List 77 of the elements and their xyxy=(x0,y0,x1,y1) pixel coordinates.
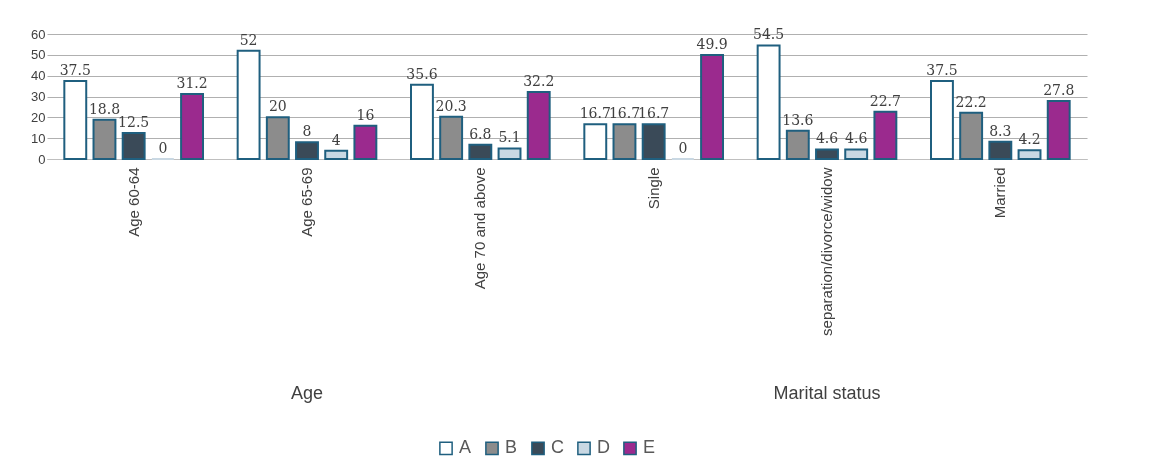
bar xyxy=(63,79,88,160)
data-label: 16.7 xyxy=(579,105,611,122)
legend-label: C xyxy=(551,437,564,458)
bar xyxy=(612,123,637,160)
data-label: 8.3 xyxy=(989,122,1012,139)
y-tick-label: 60 xyxy=(31,26,46,42)
bar xyxy=(1017,149,1042,160)
x-tick-label: separation/divorce/widow xyxy=(818,167,835,336)
bar xyxy=(844,148,869,160)
data-label: 31.2 xyxy=(176,75,208,91)
bar xyxy=(439,115,464,160)
bar xyxy=(295,141,319,160)
data-label: 13.6 xyxy=(782,111,814,128)
data-label: 20.3 xyxy=(435,97,467,114)
data-label: 32.2 xyxy=(523,72,555,89)
bar xyxy=(873,110,898,160)
bar xyxy=(353,124,378,160)
data-label: 5.1 xyxy=(498,129,521,146)
x-tick-label: Single xyxy=(644,167,662,210)
y-tick-label: 0 xyxy=(38,151,46,167)
data-label: 6.8 xyxy=(469,125,492,142)
text: Marital status xyxy=(773,383,881,403)
data-label: 18.8 xyxy=(88,100,121,117)
data-label: 12.5 xyxy=(118,113,150,130)
legend-label: B xyxy=(505,437,518,458)
bar xyxy=(180,93,204,160)
y-tick-label: 50 xyxy=(31,47,46,63)
bar xyxy=(410,83,434,160)
y-tick-label: 10 xyxy=(31,130,46,146)
bar xyxy=(468,143,493,160)
legend-label: D xyxy=(597,437,610,458)
data-label: 22.7 xyxy=(869,92,901,109)
data-label: 8 xyxy=(302,123,312,140)
bar xyxy=(236,49,261,160)
bar xyxy=(324,149,349,160)
data-label: 4.6 xyxy=(845,130,868,147)
data-label: 22.2 xyxy=(955,93,987,110)
data-label: 20 xyxy=(268,98,287,115)
bar xyxy=(700,54,724,160)
data-label: 37.5 xyxy=(926,61,958,78)
x-tick-label: Age 60-64 xyxy=(124,167,142,237)
bar xyxy=(583,123,608,160)
x-tick-label: Age 65-69 xyxy=(298,167,315,237)
bar xyxy=(815,148,839,160)
legend-label: A xyxy=(459,437,472,458)
bar xyxy=(497,147,522,160)
bar xyxy=(785,129,810,160)
data-label: 49.9 xyxy=(696,36,728,53)
bar xyxy=(959,111,984,160)
y-tick-label: 40 xyxy=(31,68,46,84)
bar xyxy=(930,79,954,160)
y-tick-label: 30 xyxy=(31,89,46,104)
bar xyxy=(121,131,146,160)
data-label: 0 xyxy=(678,140,688,156)
data-label: 27.8 xyxy=(1043,82,1075,99)
x-tick-label: Age 70 and above xyxy=(471,167,489,290)
data-label: 0 xyxy=(158,140,168,156)
legend-label: E xyxy=(643,437,656,458)
bar xyxy=(92,118,117,160)
bar xyxy=(1046,100,1071,160)
data-label: 4 xyxy=(331,131,341,148)
bar xyxy=(641,123,666,160)
data-label: 35.6 xyxy=(406,65,438,82)
data-label: 52 xyxy=(239,31,258,48)
bar xyxy=(756,44,781,160)
bar xyxy=(265,116,290,160)
bar xyxy=(988,140,1013,160)
data-label: 4.6 xyxy=(815,130,839,147)
text: Age xyxy=(290,383,324,403)
data-label: 37.5 xyxy=(59,61,91,78)
data-label: 4.2 xyxy=(1018,131,1041,148)
bar xyxy=(526,90,551,160)
data-label: 16 xyxy=(356,106,375,123)
data-label: 16.7 xyxy=(638,105,670,122)
data-label: 54.5 xyxy=(753,26,785,43)
x-tick-label: Married xyxy=(991,167,1009,219)
y-tick-label: 20 xyxy=(31,109,46,125)
